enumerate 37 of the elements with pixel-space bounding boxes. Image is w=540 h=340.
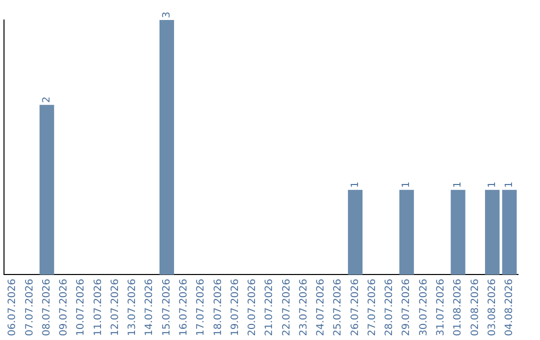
x-tick-label: 20.07.2026	[247, 278, 258, 336]
data-label: 1	[401, 181, 412, 188]
x-tick-label: 06.07.2026	[7, 278, 18, 336]
x-tick-label: 14.07.2026	[144, 278, 156, 336]
x-tick-label: 25.07.2026	[332, 278, 344, 336]
x-tick-label: 01.08.2026	[452, 278, 464, 336]
x-tick-label: 21.07.2026	[264, 278, 276, 336]
x-tick-label: 13.07.2026	[127, 278, 138, 336]
x-tick-label: 11.07.2026	[92, 278, 104, 336]
data-label: 1	[504, 181, 516, 188]
x-tick-label: 19.07.2026	[230, 278, 241, 336]
x-tick-label: 26.07.2026	[350, 278, 361, 336]
x-tick-label: 07.07.2026	[24, 278, 36, 336]
x-tick-label: 30.07.2026	[418, 278, 430, 336]
data-label: 1	[350, 181, 361, 188]
x-tick-label: 04.08.2026	[504, 278, 516, 336]
x-tick-label: 18.07.2026	[212, 278, 224, 336]
x-tick-label: 08.07.2026	[41, 278, 52, 336]
x-tick-label: 12.07.2026	[110, 278, 121, 336]
x-tick-label: 22.07.2026	[281, 278, 292, 336]
x-tick-label: 23.07.2026	[298, 278, 310, 336]
x-tick-label: 28.07.2026	[384, 278, 396, 336]
x-tick-label: 29.07.2026	[401, 278, 412, 336]
x-tick-label: 16.07.2026	[178, 278, 190, 336]
data-label: 3	[161, 12, 172, 18]
x-tick-label: 09.07.2026	[58, 278, 70, 336]
x-tick-label: 17.07.2026	[196, 278, 207, 336]
x-tick-label: 02.08.2026	[470, 278, 481, 336]
data-label: 2	[41, 96, 52, 103]
data-label: 1	[486, 181, 498, 188]
data-label: 1	[452, 181, 464, 188]
x-tick-label: 27.07.2026	[366, 278, 378, 336]
x-tick-label: 31.07.2026	[435, 278, 446, 336]
x-tick-label: 03.08.2026	[486, 278, 498, 336]
x-tick-label: 15.07.2026	[161, 278, 172, 336]
x-tick-label: 24.07.2026	[316, 278, 327, 336]
x-tick-label: 10.07.2026	[76, 278, 87, 336]
